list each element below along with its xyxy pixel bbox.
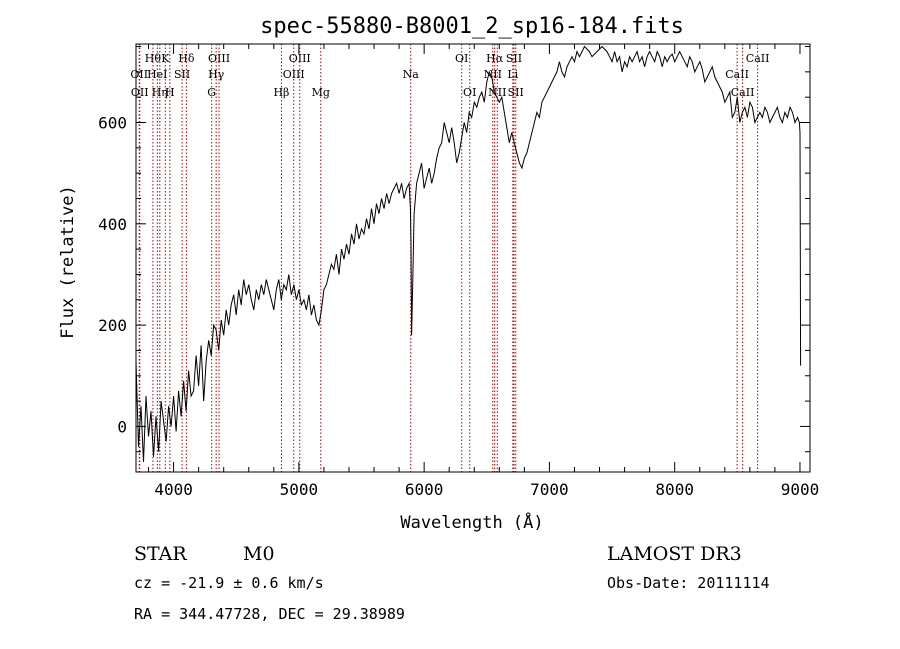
x-tick-label: 7000 (530, 480, 569, 499)
line-label-oi: OI (455, 52, 468, 65)
spectral-line-markers (138, 44, 759, 472)
obs-date: Obs-Date: 20111114 (607, 574, 770, 592)
line-label-sii: SII (174, 68, 190, 81)
line-label-li: Li (507, 68, 518, 81)
line-label-hei: HeI (147, 68, 167, 81)
line-label-sii: SII (508, 86, 524, 99)
line-label-caii: CaII (725, 68, 749, 81)
line-label-g: G (207, 86, 216, 99)
y-axis-label: Flux (relative) (58, 185, 78, 339)
coordinates-info: RA = 344.47728, DEC = 29.38989 (134, 605, 405, 623)
line-label-hγ: Hγ (208, 68, 225, 81)
object-class: STAR (134, 543, 187, 565)
line-label-nii: NII (488, 86, 506, 99)
x-tick-label: 8000 (655, 480, 694, 499)
plot-frame (135, 43, 811, 473)
line-label-sii: SII (506, 52, 522, 65)
x-tick-label: 6000 (405, 480, 444, 499)
x-tick-label: 4000 (154, 480, 193, 499)
spectral-line-labels: OII OII Hθ HeI Hη K H SII Hδ G Hγ OIII Hβ OIII OIII Mg N… (130, 52, 769, 99)
redshift-info: cz = -21.9 ± 0.6 km/s (134, 574, 324, 592)
line-label-caii: CaII (731, 86, 755, 99)
y-tick-label: 600 (98, 114, 127, 133)
line-label-nii: NII (484, 68, 502, 81)
line-label-caii: CaII (746, 52, 770, 65)
line-label-hθ: Hθ (145, 52, 162, 65)
line-label-oiii: OIII (283, 68, 305, 81)
line-label-oii: OII (130, 68, 148, 81)
y-axis-ticks: 0 200 400 600 (98, 46, 810, 453)
y-tick-label: 0 (117, 417, 127, 436)
x-tick-label: 5000 (280, 480, 319, 499)
line-label-hα: Hα (486, 52, 504, 65)
y-tick-label: 200 (98, 316, 127, 335)
plot-area (136, 45, 802, 462)
x-axis-ticks: 4000 5000 6000 7000 8000 9000 (148, 44, 820, 499)
line-label-h: H (165, 86, 175, 99)
chart-title: spec-55880-B8001_2_sp16-184.fits (260, 14, 684, 39)
spectrum-series-line (136, 45, 802, 462)
line-label-na: Na (403, 68, 420, 81)
x-tick-label: 9000 (781, 480, 820, 499)
survey-name: LAMOST DR3 (607, 543, 742, 565)
line-label-hδ: Hδ (178, 52, 195, 65)
line-label-mg: Mg (312, 86, 330, 99)
line-label-oii: OII (131, 86, 149, 99)
x-axis-label: Wavelength (Å) (400, 511, 543, 533)
line-label-oiii: OIII (289, 52, 311, 65)
line-label-hη: Hη (152, 86, 168, 99)
line-label-hβ: Hβ (273, 86, 289, 99)
object-subclass: M0 (243, 543, 275, 565)
line-label-oi: OI (463, 86, 476, 99)
line-label-oiii: OIII (208, 52, 230, 65)
y-tick-label: 400 (98, 215, 127, 234)
line-label-k: K (161, 52, 170, 65)
